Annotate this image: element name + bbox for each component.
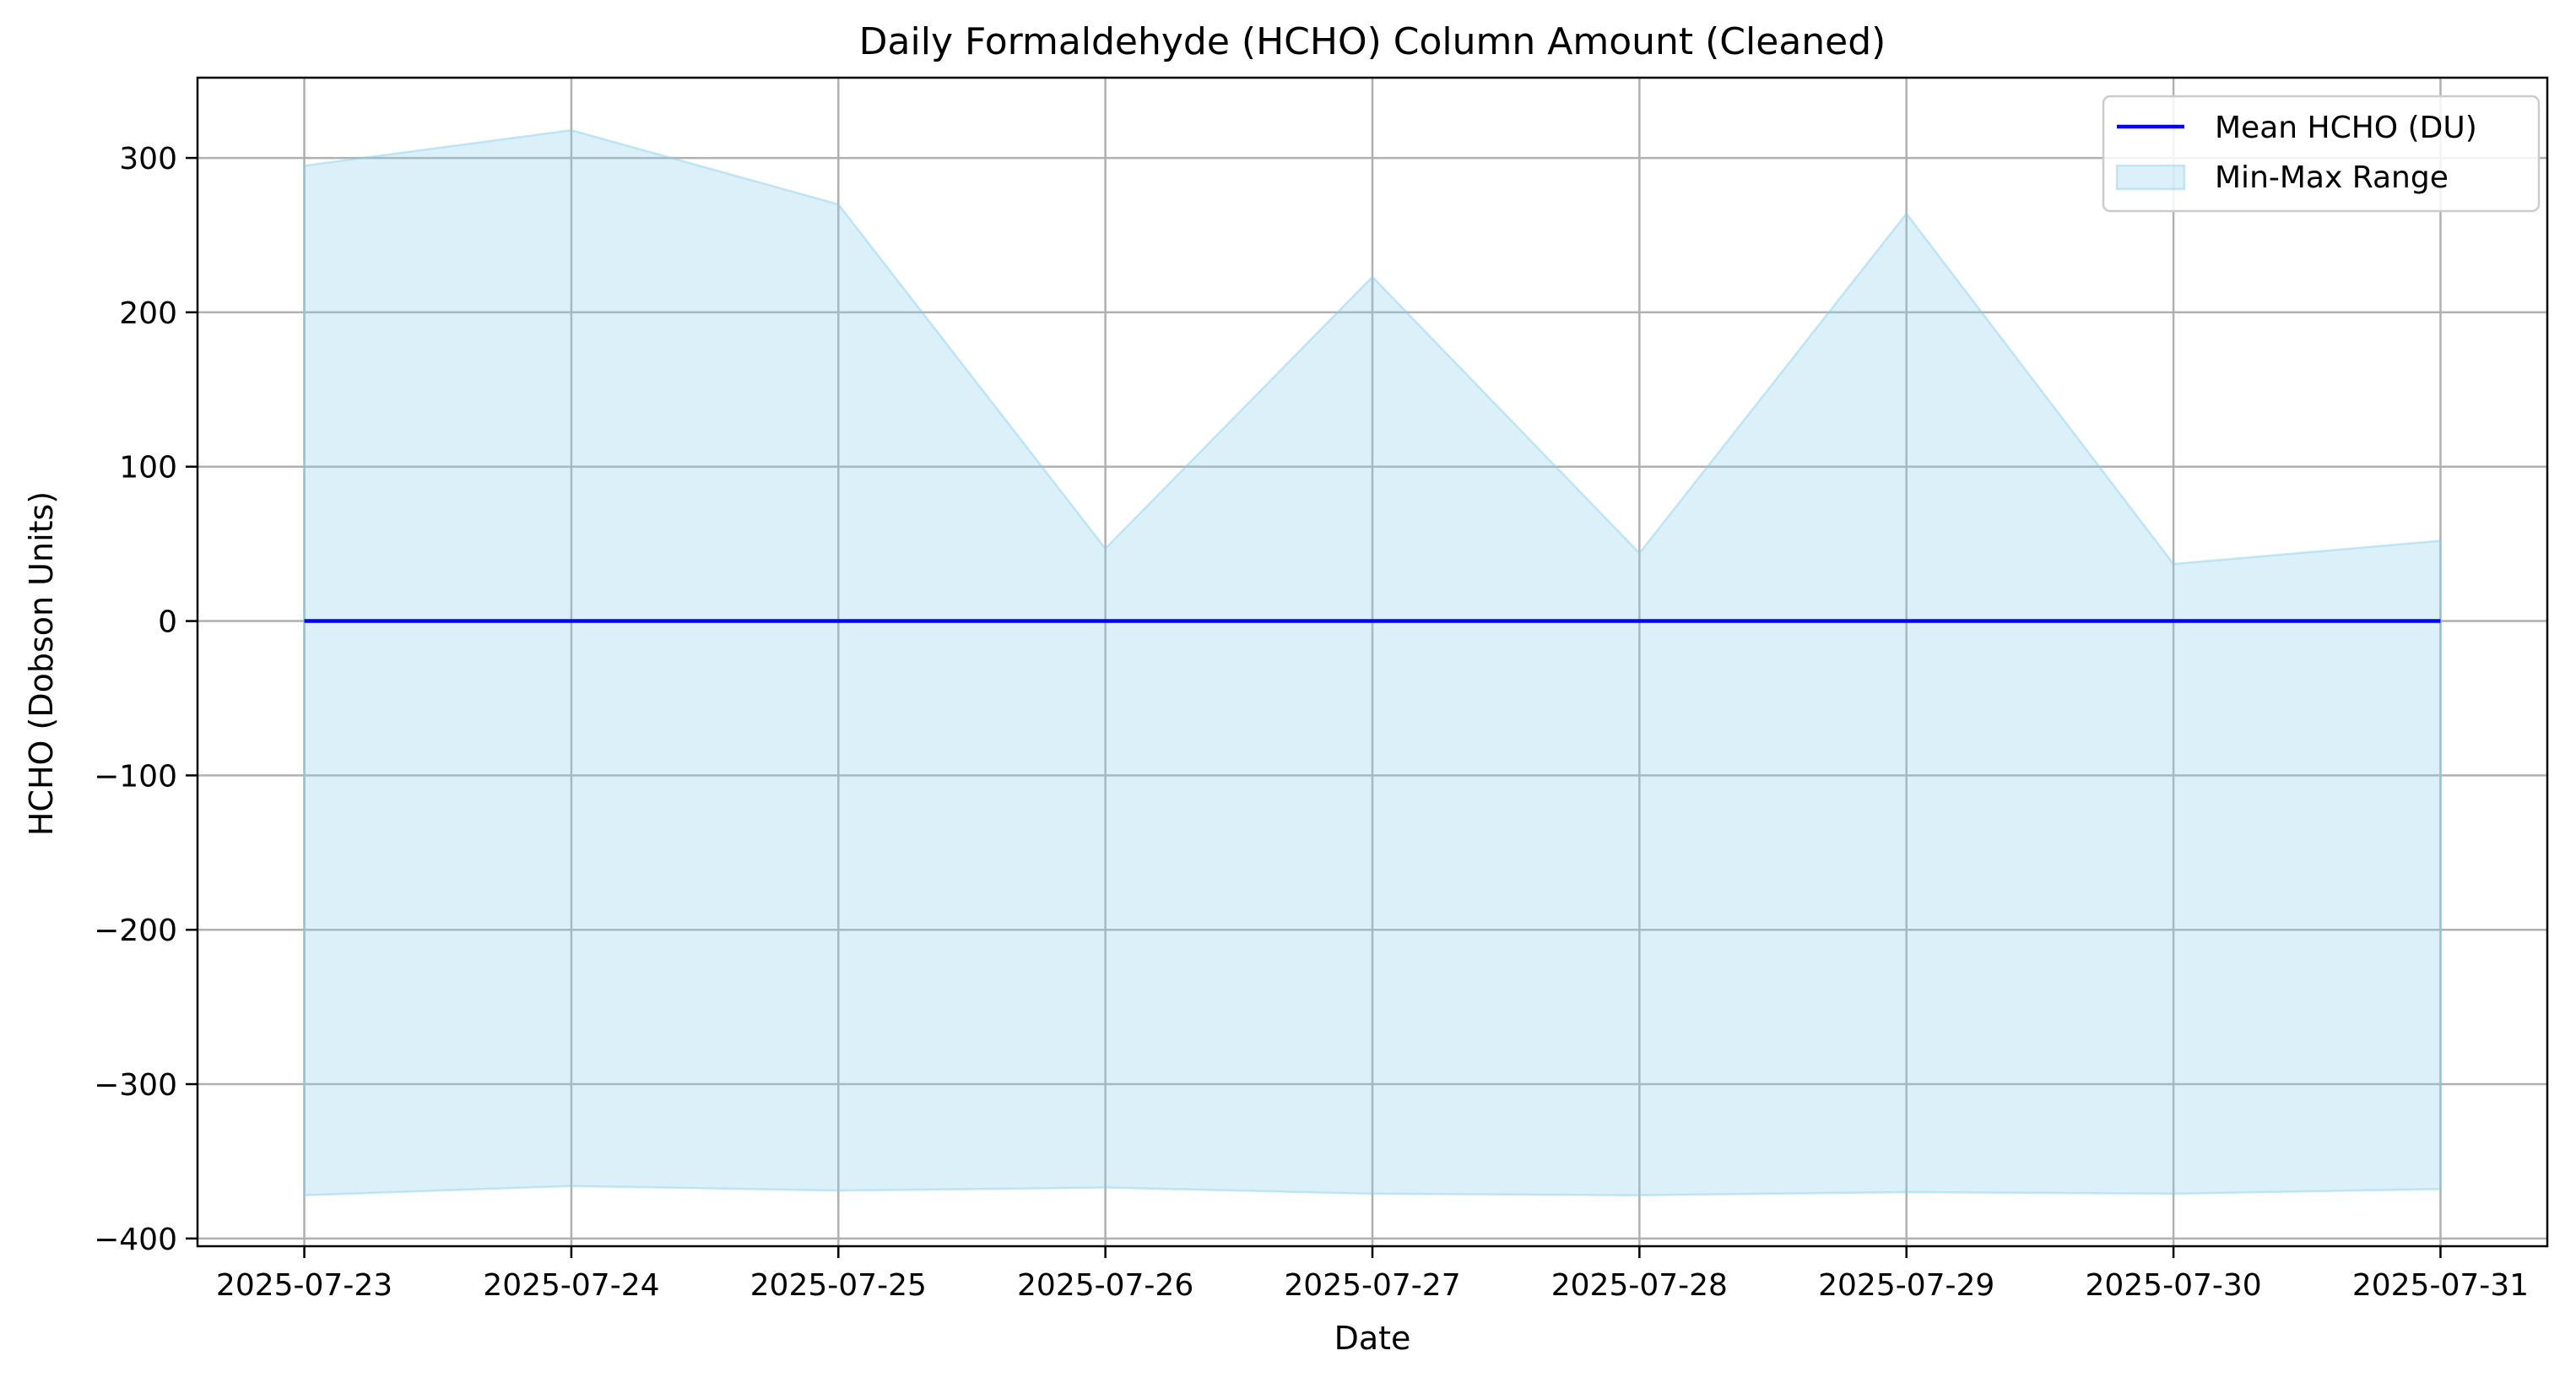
y-axis-label: HCHO (Dobson Units) — [23, 491, 60, 836]
y-tick-label: −400 — [94, 1223, 177, 1257]
x-axis-ticks: 2025-07-23 2025-07-24 2025-07-25 2025-07-26… — [216, 1246, 2529, 1303]
y-tick-label: 0 — [158, 605, 177, 640]
legend-frame — [2102, 95, 2541, 213]
x-tick-label: 2025-07-23 — [216, 1268, 392, 1303]
min-max-band-layer — [303, 128, 2442, 1196]
legend-range-swatch — [2115, 164, 2186, 191]
y-tick-label: −200 — [94, 914, 177, 948]
y-tick-label: −300 — [94, 1068, 177, 1103]
y-tick-label: 300 — [119, 142, 177, 176]
x-axis-label: Date — [1334, 1320, 1411, 1357]
legend: Mean HCHO (DU) Min-Max Range — [2102, 95, 2541, 213]
x-tick-label: 2025-07-27 — [1284, 1268, 1460, 1303]
y-axis-ticks: −400 −300 −200 −100 0 100 200 300 — [94, 142, 198, 1257]
legend-range-label: Min-Max Range — [2215, 160, 2449, 195]
y-tick-label: 100 — [119, 451, 177, 485]
min-max-range-band — [303, 128, 2442, 1196]
y-tick-label: −100 — [94, 759, 177, 794]
x-tick-label: 2025-07-24 — [483, 1268, 659, 1303]
x-tick-label: 2025-07-26 — [1017, 1268, 1193, 1303]
x-tick-label: 2025-07-30 — [2085, 1268, 2261, 1303]
x-tick-label: 2025-07-25 — [750, 1268, 927, 1303]
legend-mean-label: Mean HCHO (DU) — [2215, 111, 2477, 145]
chart-title: Daily Formaldehyde (HCHO) Column Amount … — [859, 20, 1886, 63]
x-tick-label: 2025-07-28 — [1551, 1268, 1728, 1303]
x-tick-label: 2025-07-31 — [2352, 1268, 2529, 1303]
y-tick-label: 200 — [119, 296, 177, 331]
x-tick-label: 2025-07-29 — [1818, 1268, 1994, 1303]
